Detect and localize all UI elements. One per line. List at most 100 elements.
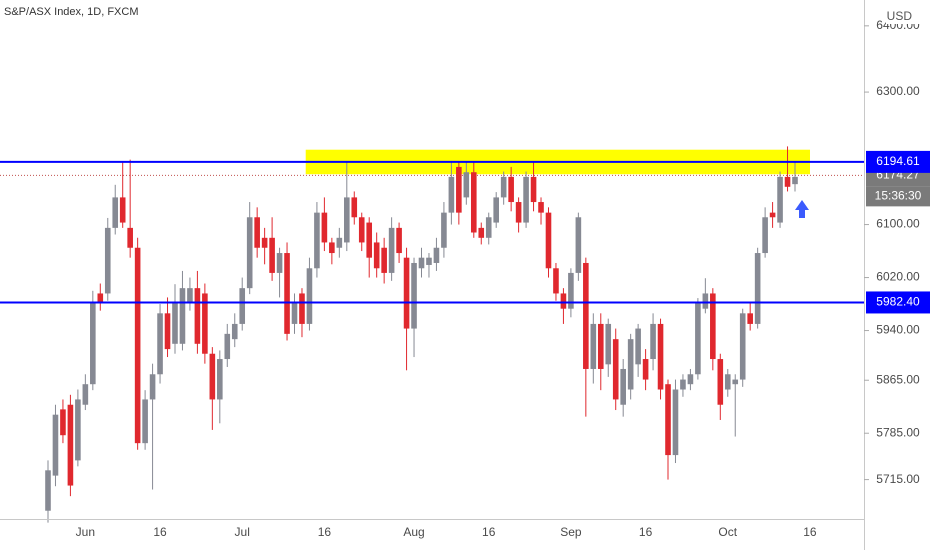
y-tick-label: 6100.00 — [876, 217, 920, 231]
candle-body — [568, 272, 574, 309]
candle-body — [269, 237, 275, 273]
candle-body — [635, 328, 641, 365]
x-tick-label: Jun — [76, 525, 95, 539]
x-tick-label: Jul — [235, 525, 250, 539]
candle-body — [747, 313, 753, 324]
candle-body — [127, 227, 133, 248]
candle-body — [650, 323, 656, 360]
candle-body — [261, 237, 268, 248]
candle-body — [597, 323, 604, 369]
candle-body — [448, 176, 455, 213]
candle-body — [164, 313, 171, 350]
candle-body — [97, 293, 104, 304]
x-tick-label: 16 — [153, 525, 167, 539]
candle-body — [687, 374, 694, 385]
candle-body — [314, 212, 320, 269]
candle-body — [485, 217, 492, 238]
candle-body — [142, 399, 148, 444]
candle-body — [493, 197, 499, 223]
candle-body — [545, 212, 552, 269]
candle-body — [560, 293, 567, 309]
x-tick-label: 16 — [639, 525, 653, 539]
candle-body — [717, 359, 724, 405]
currency: USD — [887, 9, 913, 23]
candle-body — [239, 288, 246, 324]
x-tick-label: 16 — [803, 525, 817, 539]
candle-body — [306, 268, 313, 324]
candle-body — [777, 176, 783, 223]
candle-body — [112, 197, 119, 228]
candle-body — [217, 359, 223, 400]
candle-body — [575, 217, 582, 273]
candle-body — [67, 404, 74, 486]
countdown-label: 15:36:30 — [875, 189, 922, 203]
candle-body — [187, 288, 193, 304]
y-tick-label: 6020.00 — [876, 270, 920, 284]
candle-body — [463, 172, 470, 198]
candle-body — [583, 262, 589, 369]
currency-bg — [886, 6, 930, 24]
candle-body — [710, 293, 716, 360]
candle-body — [45, 470, 51, 511]
candle-body — [403, 257, 410, 329]
candle-body — [642, 359, 649, 380]
candle-body — [433, 247, 440, 263]
candle-body — [739, 313, 746, 380]
candle-body — [724, 374, 731, 390]
price-scale: 6400.006300.006100.006020.005940.005865.… — [864, 18, 930, 486]
candle-body — [246, 217, 253, 289]
candle-body — [456, 166, 462, 213]
candle-body — [784, 176, 791, 187]
y-tick-label: 5715.00 — [876, 472, 920, 486]
candle-body — [538, 202, 544, 213]
candle-body — [172, 303, 178, 344]
candle-body — [284, 253, 290, 334]
candle-body — [82, 384, 89, 405]
candle-body — [470, 172, 477, 233]
candle-body — [508, 176, 514, 203]
countdown-tag — [866, 186, 930, 207]
candle-body — [231, 323, 238, 340]
candle-body — [104, 227, 111, 294]
candle-body — [329, 242, 335, 254]
candle-body — [612, 339, 619, 400]
candle-body — [620, 368, 626, 405]
x-tick-label: Oct — [718, 525, 737, 539]
x-tick-label: 16 — [482, 525, 496, 539]
candle-body — [52, 414, 59, 476]
candle-body — [500, 176, 507, 198]
candle-body — [336, 237, 343, 248]
x-tick-label: Sep — [560, 525, 582, 539]
candle-body — [695, 303, 701, 375]
candle-body — [134, 247, 141, 444]
candle-body — [657, 323, 664, 390]
candle-body — [149, 374, 156, 400]
candle-body — [344, 197, 350, 243]
candle-body — [605, 323, 612, 365]
candle-body — [590, 323, 597, 369]
candle-body — [515, 202, 522, 223]
candle-body — [381, 247, 387, 273]
candle-body — [418, 257, 425, 269]
chart-title: S&P/ASX Index, 1D, FXCM — [4, 6, 139, 18]
candle-body — [523, 176, 529, 223]
candle-body — [426, 257, 432, 265]
y-tick-label: 6300.00 — [876, 84, 920, 98]
candle-body — [411, 262, 417, 329]
candle-body — [291, 303, 298, 324]
candle-body — [680, 379, 686, 390]
candle-body — [665, 384, 671, 456]
hline-label: 6194.61 — [876, 154, 920, 168]
candle-body — [194, 288, 201, 344]
candle-body — [179, 288, 186, 344]
hline-tag — [866, 291, 930, 314]
arrow-annotation — [795, 200, 809, 218]
candle-body — [276, 253, 283, 273]
candle-body — [224, 333, 231, 360]
hline-tag — [866, 150, 930, 173]
hline-label: 5982.40 — [876, 295, 920, 309]
candle-body — [209, 353, 216, 400]
